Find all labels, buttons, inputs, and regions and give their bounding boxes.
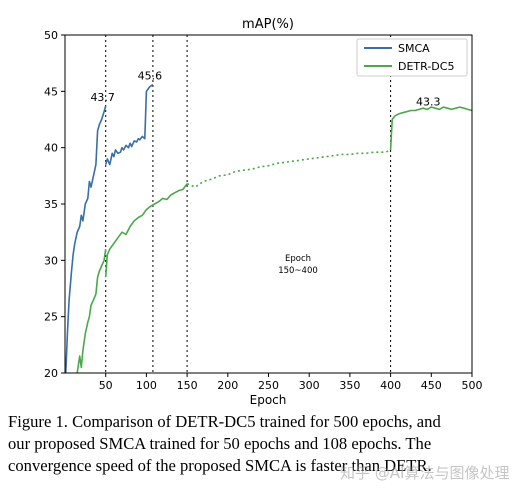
data-label-detr-dc5-0: 43.3 [416,95,441,108]
x-tick-label-500: 500 [462,379,483,392]
plot-area: 43.7 45.6 43.3 50 100 150 200 250 300 350 400 450 50… [44,29,483,392]
legend-label-detr: DETR-DC5 [398,60,454,73]
series-line-detr-dc5-segment-1 [104,183,188,278]
data-label-smca-1: 45.6 [138,70,163,83]
series-line-smca-segment-0 [65,105,107,374]
x-tick-label-150: 150 [177,379,198,392]
x-tick-label-450: 450 [421,379,442,392]
series-line-detr-dc5-segment-2 [186,150,391,188]
y-tick-label-30: 30 [44,254,58,267]
x-tick-label-50: 50 [99,379,113,392]
series-line-detr-dc5-segment-0 [76,248,107,374]
legend-label-smca: SMCA [398,42,430,55]
y-tick-label-40: 40 [44,142,58,155]
x-tick-label-300: 300 [299,379,320,392]
chart-title: mAP(%) [242,17,294,32]
watermark: 知乎 @AI算法与图像处理 [340,464,510,482]
y-tick-label-45: 45 [44,85,58,98]
y-tick-label-35: 35 [44,198,58,211]
x-tick-label-400: 400 [380,379,401,392]
figure-caption: Figure 1. Comparison of DETR-DC5 trained… [8,411,524,477]
caption-line-3: convergence speed of the proposed SMCA i… [8,456,432,475]
caption-line-1: Figure 1. Comparison of DETR-DC5 trained… [8,412,441,431]
x-tick-label-200: 200 [217,379,238,392]
y-tick-label-50: 50 [44,29,58,42]
series-line-detr-dc5-segment-3 [389,106,473,150]
legend: SMCA DETR-DC5 [356,38,468,77]
x-tick-label-250: 250 [258,379,279,392]
caption-line-2: our proposed SMCA trained for 50 epochs … [8,434,432,453]
series-line-smca-segment-1 [104,83,154,166]
region-annotation-line1: Epoch [285,254,311,264]
region-annotation-line2: 150~400 [278,266,318,276]
x-axis-label: Epoch [250,393,287,407]
plot-frame [64,34,473,374]
x-tick-label-100: 100 [136,379,157,392]
y-tick-label-20: 20 [44,367,58,380]
chart: mAP(%) 43.745.643.350 100 150 200 250 300 350 4… [44,17,483,407]
y-tick-label-25: 25 [44,311,58,324]
x-tick-label-350: 350 [339,379,360,392]
data-label-smca-0: 43.7 [90,91,115,104]
